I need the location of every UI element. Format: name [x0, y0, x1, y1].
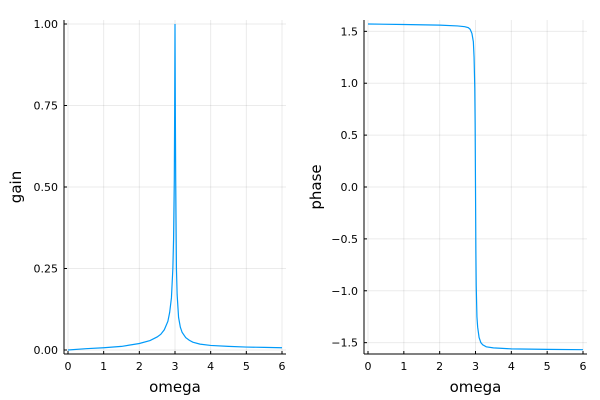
x-tick-label: 2: [136, 360, 143, 373]
gain-plot: 0 1 2 3 4 5 6 0.00 0.25 0.50 0.75 1.00 omega gain: [7, 18, 286, 396]
x-axis-label: omega: [149, 378, 201, 396]
x-tick-label: 3: [472, 360, 479, 373]
x-tick-label: 6: [279, 360, 286, 373]
x-tick-label: 4: [207, 360, 214, 373]
x-tick-label: 5: [243, 360, 250, 373]
y-tick-label: 0.50: [34, 181, 59, 194]
y-tick-label: 1.5: [341, 25, 359, 38]
x-tick-label: 0: [65, 360, 72, 373]
y-tick-label: −1.0: [331, 285, 358, 298]
y-axis-label: gain: [7, 171, 25, 203]
x-tick-label: 0: [365, 360, 372, 373]
series-line: [67, 23, 283, 351]
x-axis-label: omega: [450, 378, 502, 396]
x-tick-label: 2: [436, 360, 443, 373]
x-tick-label: 3: [172, 360, 179, 373]
y-tick-label: 0.25: [34, 263, 59, 276]
phase-plot: 0 1 2 3 4 5 6 −1.5 −1.0 −0.5 0.0 0.5 1.0 1.5 omega phas…: [307, 20, 587, 396]
x-tick-label: 1: [400, 360, 407, 373]
x-tick-label: 4: [508, 360, 515, 373]
y-tick-label: 1.00: [34, 18, 59, 31]
series-line: [367, 23, 584, 351]
y-tick-label: 0.00: [34, 344, 59, 357]
y-tick-label: 0.0: [341, 181, 359, 194]
y-tick-label: −0.5: [331, 233, 358, 246]
y-axis-label: phase: [307, 164, 325, 209]
y-tick-label: 0.5: [341, 129, 359, 142]
y-tick-label: 1.0: [341, 77, 359, 90]
y-tick-label: 0.75: [34, 100, 59, 113]
x-tick-label: 6: [580, 360, 587, 373]
y-tick-label: −1.5: [331, 337, 358, 350]
x-tick-label: 1: [100, 360, 107, 373]
x-tick-label: 5: [544, 360, 551, 373]
